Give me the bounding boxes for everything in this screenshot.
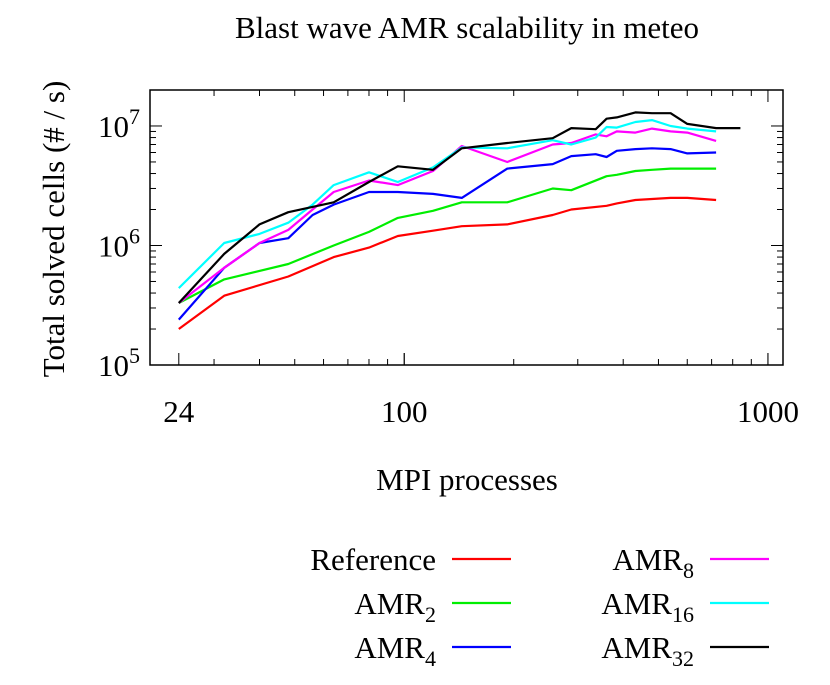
legend-label: AMR16 — [601, 586, 694, 627]
y-tick-base: 10 — [98, 348, 129, 383]
legend-label-base: AMR — [354, 630, 425, 665]
legend-label: AMR8 — [612, 542, 694, 583]
legend-label-base: AMR — [612, 542, 683, 577]
y-tick-exp: 5 — [129, 343, 140, 368]
legend-label: AMR32 — [601, 630, 694, 671]
y-tick-label: 106 — [98, 223, 140, 263]
legend-label: AMR2 — [354, 586, 436, 627]
legend-label-base: AMR — [601, 586, 672, 621]
legend-label: AMR4 — [354, 630, 436, 671]
y-tick-base: 10 — [98, 109, 129, 144]
legend-label-sub: 16 — [672, 602, 694, 627]
axis-ticks — [149, 89, 783, 366]
y-tick-base: 10 — [98, 228, 129, 263]
series-line-amr32 — [177, 111, 741, 304]
legend-label-sub: 32 — [672, 646, 694, 671]
series-line-amr8 — [178, 127, 717, 304]
legend-label-base: Reference — [310, 542, 436, 577]
x-tick-label: 1000 — [737, 394, 799, 429]
legend-label-sub: 4 — [425, 646, 436, 671]
series-lines — [177, 111, 741, 330]
legend-label: Reference — [310, 542, 436, 577]
series-line-amr2 — [178, 167, 717, 304]
y-axis-label: Total solved cells (# / s) — [36, 81, 71, 378]
legend-label-sub: 8 — [683, 558, 694, 583]
legend-entry: AMR32 — [601, 630, 769, 671]
legend-entry: AMR16 — [601, 586, 769, 627]
chart-title: Blast wave AMR scalability in meteo — [235, 10, 699, 45]
series-line-amr16 — [178, 118, 717, 289]
x-axis-label: MPI processes — [376, 462, 558, 497]
x-tick-label: 100 — [381, 394, 428, 429]
y-tick-label: 105 — [98, 343, 140, 383]
legend-label-sub: 2 — [425, 602, 436, 627]
y-tick-exp: 6 — [129, 223, 140, 248]
x-tick-label: 24 — [163, 394, 195, 429]
plot-frame — [149, 89, 784, 366]
legend-label-base: AMR — [354, 586, 425, 621]
series-line-amr4 — [177, 147, 717, 321]
legend-entry: AMR2 — [354, 586, 511, 627]
legend-entry: AMR8 — [612, 542, 769, 583]
legend-entry: AMR4 — [354, 630, 511, 671]
series-line-reference — [178, 196, 717, 330]
y-tick-label: 107 — [98, 104, 140, 144]
y-tick-exp: 7 — [129, 104, 140, 129]
legend-entry: Reference — [310, 542, 511, 577]
legend-label-base: AMR — [601, 630, 672, 665]
